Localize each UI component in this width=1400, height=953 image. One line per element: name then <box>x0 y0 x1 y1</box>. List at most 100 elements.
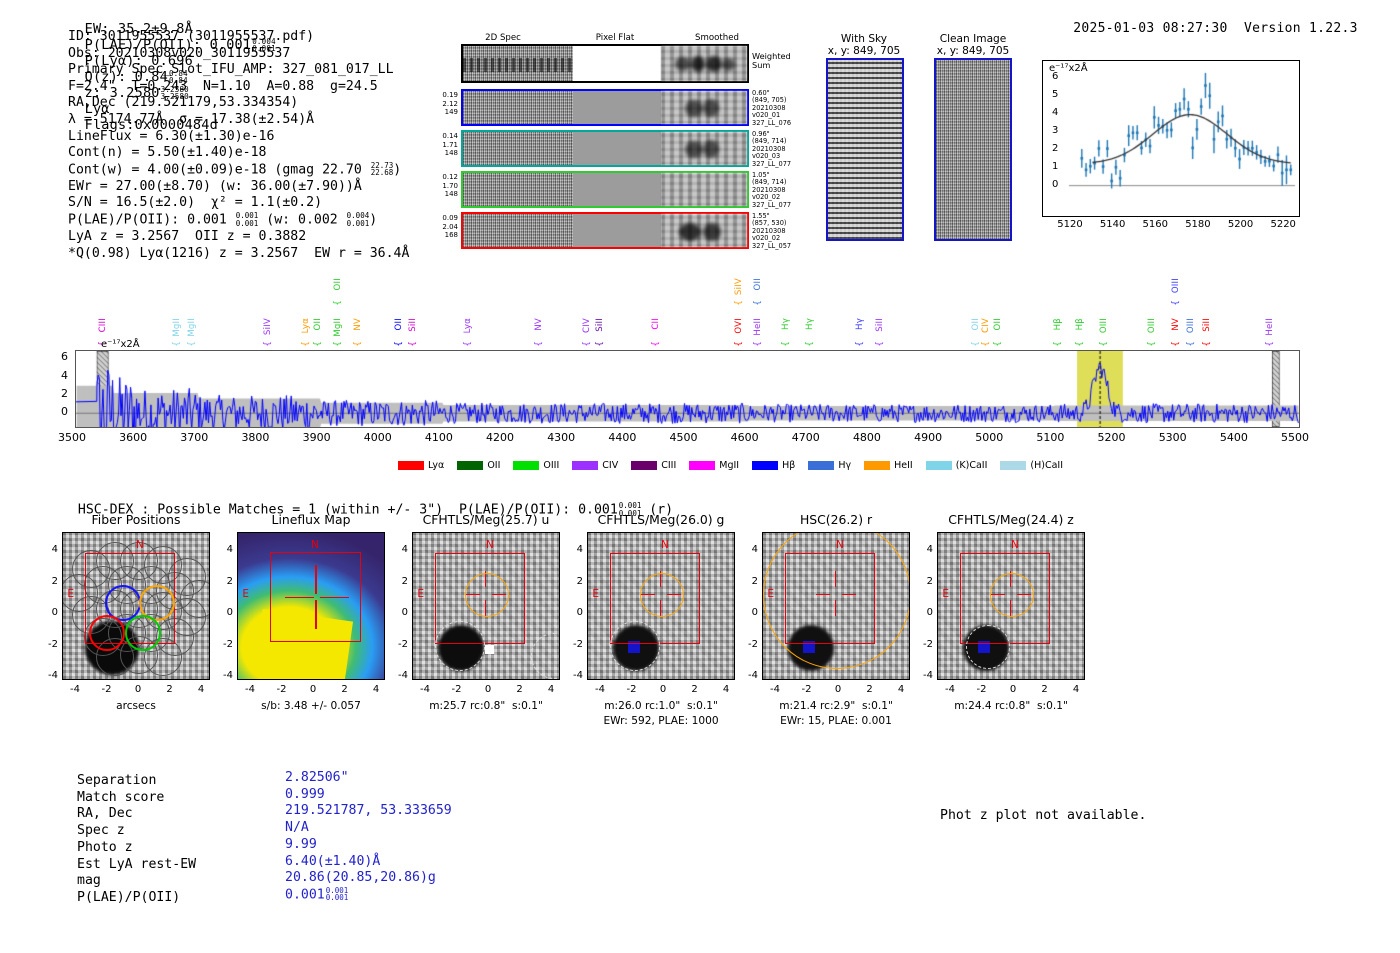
cutout-ytick: -2 <box>748 638 758 650</box>
header-version: Version 1.22.3 <box>1243 21 1358 36</box>
spectrum-annotation: e⁻¹⁷x2Å <box>101 339 140 350</box>
cutout-xtick: 0 <box>484 684 492 695</box>
header-qz-lo: 0.84 <box>168 76 188 85</box>
emission-line-brace: { <box>874 341 885 347</box>
cutout-ytick: 4 <box>401 544 408 555</box>
emission-line-brace: { <box>332 341 343 347</box>
cutout-xtick: -2 <box>801 684 812 695</box>
cutout-xtick: 4 <box>197 684 205 695</box>
emission-line-brace: { <box>187 341 198 347</box>
cutout-ytick: 2 <box>401 575 408 587</box>
spectrum-xtick: 4400 <box>608 431 637 444</box>
legend-item: MgII <box>689 460 739 471</box>
legend-swatch <box>513 461 540 470</box>
legend-item: (K)CaII <box>925 460 987 471</box>
emission-line-label: MgII <box>332 318 343 337</box>
emission-line-label: OIII <box>1185 318 1196 334</box>
emission-line-label: CII <box>650 318 661 330</box>
cutout-xtick: -4 <box>70 684 80 695</box>
legend-swatch <box>572 461 599 470</box>
info-lineflux: LineFlux = 6.30(±1.30)e-16 <box>68 128 275 144</box>
emission-line-label: Hγ <box>855 318 866 330</box>
cutout-ytick: 0 <box>401 607 408 618</box>
fit-ytick: 6 <box>1052 70 1059 82</box>
header-timestamp: 2025-01-03 08:27:30 <box>1073 21 1228 36</box>
match-key-0: Separation <box>77 773 157 788</box>
fit-xtick: 5120 <box>1057 219 1083 230</box>
legend-label: OII <box>487 460 501 471</box>
cutout-xtick: 0 <box>134 684 142 695</box>
emission-line-label: SiII <box>594 318 605 332</box>
emission-line-brace: { <box>581 341 592 347</box>
photoz-message: Phot z plot not available. <box>940 808 1147 823</box>
fiber-strip-1-left-label: 0.19 2.12 149 <box>442 91 458 117</box>
emission-line-brace: { <box>352 341 363 347</box>
spectrum-xtick: 4000 <box>363 431 392 444</box>
emission-line-brace: { <box>262 341 273 347</box>
match-value-7: 0.0010.001 0.001 <box>285 885 349 903</box>
cutout-ytick: 0 <box>226 607 233 618</box>
cutout-xtick: 0 <box>834 684 842 695</box>
emission-line-label: OII <box>394 318 405 331</box>
fiber-strip-4-right-label: 1.55" (857, 530) 20210308 v020_02 327_LL_057 <box>752 212 792 250</box>
emission-line-brace: { <box>394 341 405 347</box>
header-qz: Q(z): 0.84 <box>84 69 168 85</box>
cutout-xtick: 2 <box>866 684 873 695</box>
header-plya: P(Lyα): 0.696 <box>84 53 193 69</box>
full-spectrum-plot[interactable] <box>75 350 1300 428</box>
fiber-strip-4 <box>461 212 749 249</box>
match-key-6: mag <box>77 873 101 889</box>
emission-line-label: OII <box>971 318 982 331</box>
cutout-sub-5: m:24.4 rc:0.8" s:0.1" <box>954 700 1068 712</box>
fit-ytick: 2 <box>1052 142 1059 154</box>
cutout-xtick: -4 <box>770 684 780 695</box>
emission-line-brace: { <box>1074 341 1085 347</box>
header-ew: EW: 35.2±9.8Å <box>84 21 193 37</box>
match-value-3: N/A <box>285 820 309 836</box>
legend-item: Lyα <box>398 460 444 471</box>
emission-line-brace: { <box>533 341 544 347</box>
legend-item: HeII <box>864 460 913 471</box>
emission-line-label: OIII <box>1147 318 1158 334</box>
fiber-strip-3 <box>461 171 749 208</box>
spectrum-ytick: 6 <box>61 350 68 364</box>
info-obs: Obs: 20210308v020_3011955537 <box>68 45 291 61</box>
legend-swatch <box>398 461 424 470</box>
spectrum-xtick: 3600 <box>119 431 148 444</box>
spectrum-xtick: 4100 <box>424 431 453 444</box>
spectrum-xtick: 3700 <box>180 431 209 444</box>
cutout-ytick: -4 <box>48 670 58 681</box>
cutout-sub-0: arcsecs <box>116 700 156 712</box>
header-timestamp-block: 2025-01-03 08:27:30 Version 1.22.3 <box>1057 6 1358 36</box>
emission-line-brace: { <box>594 341 605 347</box>
emission-line-label: MgII <box>171 318 182 337</box>
emission-line-label: HeII <box>1265 318 1276 336</box>
cutout-ytick: -2 <box>48 638 58 650</box>
emission-line-label: Hγ <box>805 318 816 330</box>
cutout-ytick: 0 <box>576 607 583 618</box>
spectrum-xtick: 5500 <box>1281 431 1309 444</box>
legend-swatch <box>631 461 658 470</box>
cutout-xtick: 0 <box>1009 684 1017 695</box>
emission-line-label: SiII <box>874 318 885 332</box>
withsky-sub: x, y: 849, 705 <box>827 45 901 58</box>
legend-swatch <box>808 461 835 470</box>
emission-line-label: OII <box>753 278 764 291</box>
legend-label: MgII <box>719 460 740 471</box>
fiber-strip-4-left-label: 0.09 2.04 168 <box>442 214 458 240</box>
emission-line-brace: { <box>1170 300 1181 306</box>
fiber-strip-2 <box>461 130 749 167</box>
match-value-1: 0.999 <box>285 786 325 802</box>
legend-label: HeII <box>894 460 913 471</box>
emission-line-label: OVI <box>734 318 745 334</box>
emission-line-brace: { <box>753 341 764 347</box>
info-classification: *Q(0.98) Lyα(1216) z = 3.2567 EW r = 36.… <box>68 245 410 261</box>
fit-ytick: 5 <box>1052 88 1059 100</box>
cutout-title-1: Lineflux Map <box>271 512 351 527</box>
